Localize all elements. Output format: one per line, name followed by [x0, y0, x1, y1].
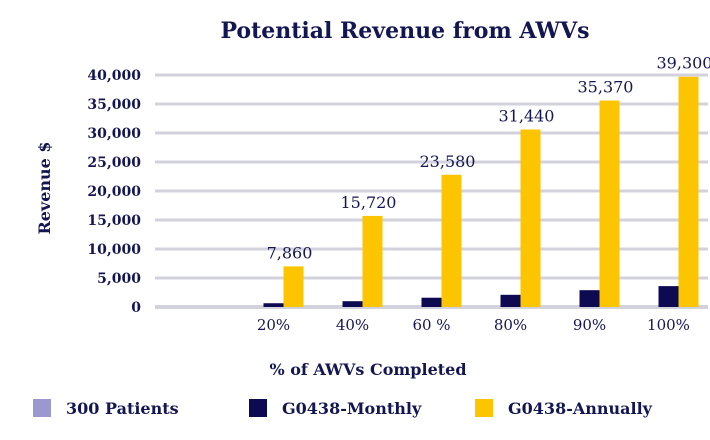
x-tick-label: 100%	[647, 316, 690, 334]
bar-g0438-annually	[283, 266, 304, 307]
bar-g0438-monthly	[658, 286, 679, 307]
legend: 300 Patients G0438-Monthly G0438-Annually	[33, 399, 653, 418]
data-label: 31,440	[499, 107, 555, 126]
legend-swatch	[33, 399, 51, 417]
bar-g0438-annually	[520, 129, 541, 307]
x-tick-label: 80%	[494, 316, 527, 334]
y-tick-label: 5,000	[97, 271, 141, 287]
y-tick-label: 25,000	[87, 155, 141, 171]
bar-g0438-annually	[678, 76, 699, 308]
bar-g0438-monthly	[500, 294, 521, 307]
data-label: 7,860	[267, 243, 313, 262]
y-tick-label: 30,000	[87, 126, 141, 142]
bar-g0438-annually	[599, 100, 620, 308]
data-label: 15,720	[341, 193, 397, 212]
y-tick-label: 20,000	[87, 184, 141, 200]
gridlines	[155, 73, 708, 309]
legend-label: G0438-Annually	[508, 399, 653, 418]
legend-swatch	[249, 399, 267, 417]
data-label: 39,300	[657, 54, 710, 73]
x-tick-label: 60 %	[412, 316, 450, 334]
x-axis-label: % of AWVs Completed	[269, 360, 466, 379]
x-tick-label: 40%	[336, 316, 369, 334]
bar-g0438-annually	[441, 174, 462, 307]
data-labels: 7,860 15,720 23,580 31,440 35,370 39,300	[267, 54, 710, 263]
bar-g0438-monthly	[342, 301, 363, 307]
legend-label: 300 Patients	[66, 399, 179, 418]
y-tick-label: 40,000	[87, 68, 141, 84]
x-tick-label: 20%	[257, 316, 290, 334]
x-axis-ticks: 20% 40% 60 % 80% 90% 100%	[257, 316, 690, 334]
data-label: 23,580	[420, 152, 476, 171]
y-tick-label: 10,000	[87, 242, 141, 258]
chart-title: Potential Revenue from AWVs	[220, 18, 589, 44]
y-axis-label: Revenue $	[35, 141, 54, 234]
bar-g0438-monthly	[579, 290, 600, 307]
y-tick-label: 15,000	[87, 213, 141, 229]
y-axis-ticks: 0 5,000 10,000 15,000 20,000 25,000 30,000 35,0…	[87, 68, 141, 316]
data-label: 35,370	[578, 78, 634, 97]
legend-swatch	[475, 399, 493, 417]
bar-g0438-annually	[362, 215, 383, 307]
legend-label: G0438-Monthly	[282, 399, 422, 418]
y-tick-label: 35,000	[87, 97, 141, 113]
y-tick-label: 0	[131, 300, 141, 316]
x-tick-label: 90%	[573, 316, 606, 334]
bar-g0438-monthly	[421, 297, 442, 307]
bars	[263, 76, 699, 308]
bar-g0438-monthly	[263, 303, 284, 307]
